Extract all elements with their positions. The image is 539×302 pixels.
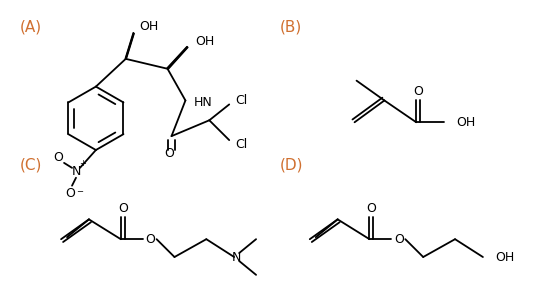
Text: O: O <box>413 85 423 98</box>
Text: OH: OH <box>495 251 514 264</box>
Text: (A): (A) <box>19 19 42 34</box>
Text: (B): (B) <box>280 19 302 34</box>
Text: O: O <box>53 151 63 164</box>
Text: O: O <box>65 187 75 200</box>
Text: O: O <box>367 202 376 215</box>
Text: OH: OH <box>456 116 475 129</box>
Text: (C): (C) <box>19 158 42 173</box>
Text: Cl: Cl <box>235 94 247 107</box>
Text: O: O <box>118 202 128 215</box>
Text: −: − <box>77 187 84 196</box>
Text: OH: OH <box>195 34 215 47</box>
Text: N: N <box>71 165 81 178</box>
Text: O: O <box>164 147 175 160</box>
Text: N: N <box>231 251 241 264</box>
Text: O: O <box>146 233 156 246</box>
Text: (D): (D) <box>280 158 303 173</box>
Text: HN: HN <box>194 96 212 109</box>
Text: Cl: Cl <box>235 138 247 151</box>
Text: +: + <box>80 159 86 169</box>
Text: OH: OH <box>140 20 159 33</box>
Text: O: O <box>395 233 404 246</box>
